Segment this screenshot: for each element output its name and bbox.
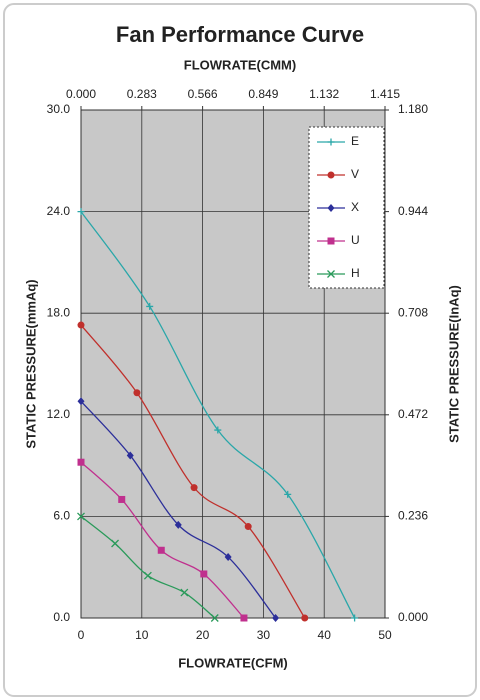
marker bbox=[224, 553, 232, 562]
marker bbox=[327, 171, 335, 179]
x-tick-label: 0 bbox=[78, 628, 85, 642]
marker bbox=[157, 546, 165, 554]
y-tick-label: 0.0 bbox=[53, 610, 70, 624]
y-tick-label: 24.0 bbox=[47, 204, 71, 218]
marker bbox=[111, 539, 120, 548]
x2-axis-label: FLOWRATE(CMM) bbox=[184, 57, 296, 72]
legend-label: X bbox=[351, 200, 359, 214]
legend-label: V bbox=[351, 167, 359, 181]
marker bbox=[77, 458, 85, 466]
marker bbox=[240, 614, 248, 622]
marker bbox=[327, 138, 335, 146]
marker bbox=[301, 614, 309, 622]
legend-label: E bbox=[351, 134, 359, 148]
marker bbox=[210, 614, 219, 622]
y2-axis-label: STATIC PRESSURE(InAq) bbox=[446, 285, 461, 443]
marker bbox=[77, 208, 85, 216]
x-tick-label: 20 bbox=[196, 628, 210, 642]
marker bbox=[244, 523, 252, 531]
marker bbox=[118, 495, 126, 503]
chart-title: Fan Performance Curve bbox=[116, 22, 364, 47]
marker bbox=[146, 302, 154, 310]
y-tick-label: 12.0 bbox=[47, 407, 71, 421]
marker bbox=[77, 321, 85, 329]
marker bbox=[180, 588, 189, 597]
x-axis-label: FLOWRATE(CFM) bbox=[178, 655, 288, 670]
marker bbox=[214, 426, 222, 434]
y-tick-label: 18.0 bbox=[47, 305, 71, 319]
marker bbox=[327, 237, 335, 245]
y-axis-label: STATIC PRESSURE(mmAq) bbox=[23, 279, 38, 448]
y2-tick-label: 0.000 bbox=[398, 610, 428, 624]
marker bbox=[272, 614, 280, 622]
marker bbox=[77, 397, 85, 406]
x-tick-label: 30 bbox=[257, 628, 271, 642]
marker bbox=[133, 389, 141, 397]
x2-tick-label: 1.415 bbox=[370, 87, 400, 101]
x2-tick-label: 0.566 bbox=[188, 87, 218, 101]
marker bbox=[126, 451, 134, 460]
marker bbox=[327, 204, 335, 212]
y-tick-label: 30.0 bbox=[47, 102, 71, 116]
marker bbox=[284, 490, 292, 498]
marker bbox=[200, 570, 208, 578]
y2-tick-label: 0.236 bbox=[398, 509, 428, 523]
y2-tick-label: 1.180 bbox=[398, 102, 428, 116]
x2-tick-label: 1.132 bbox=[309, 87, 339, 101]
marker bbox=[190, 484, 198, 492]
legend-label: H bbox=[351, 266, 360, 280]
x2-tick-label: 0.283 bbox=[127, 87, 157, 101]
legend-label: U bbox=[351, 233, 360, 247]
y2-tick-label: 0.708 bbox=[398, 305, 428, 319]
marker bbox=[327, 270, 335, 278]
y2-tick-label: 0.472 bbox=[398, 407, 428, 421]
x-tick-label: 40 bbox=[318, 628, 332, 642]
y-tick-label: 6.0 bbox=[53, 509, 70, 523]
x2-tick-label: 0.000 bbox=[66, 87, 96, 101]
x-tick-label: 50 bbox=[378, 628, 392, 642]
marker bbox=[351, 614, 359, 622]
marker bbox=[143, 571, 152, 580]
x2-tick-label: 0.849 bbox=[248, 87, 278, 101]
marker bbox=[174, 520, 182, 529]
y2-tick-label: 0.944 bbox=[398, 204, 428, 218]
x-tick-label: 10 bbox=[135, 628, 149, 642]
marker bbox=[77, 512, 85, 521]
